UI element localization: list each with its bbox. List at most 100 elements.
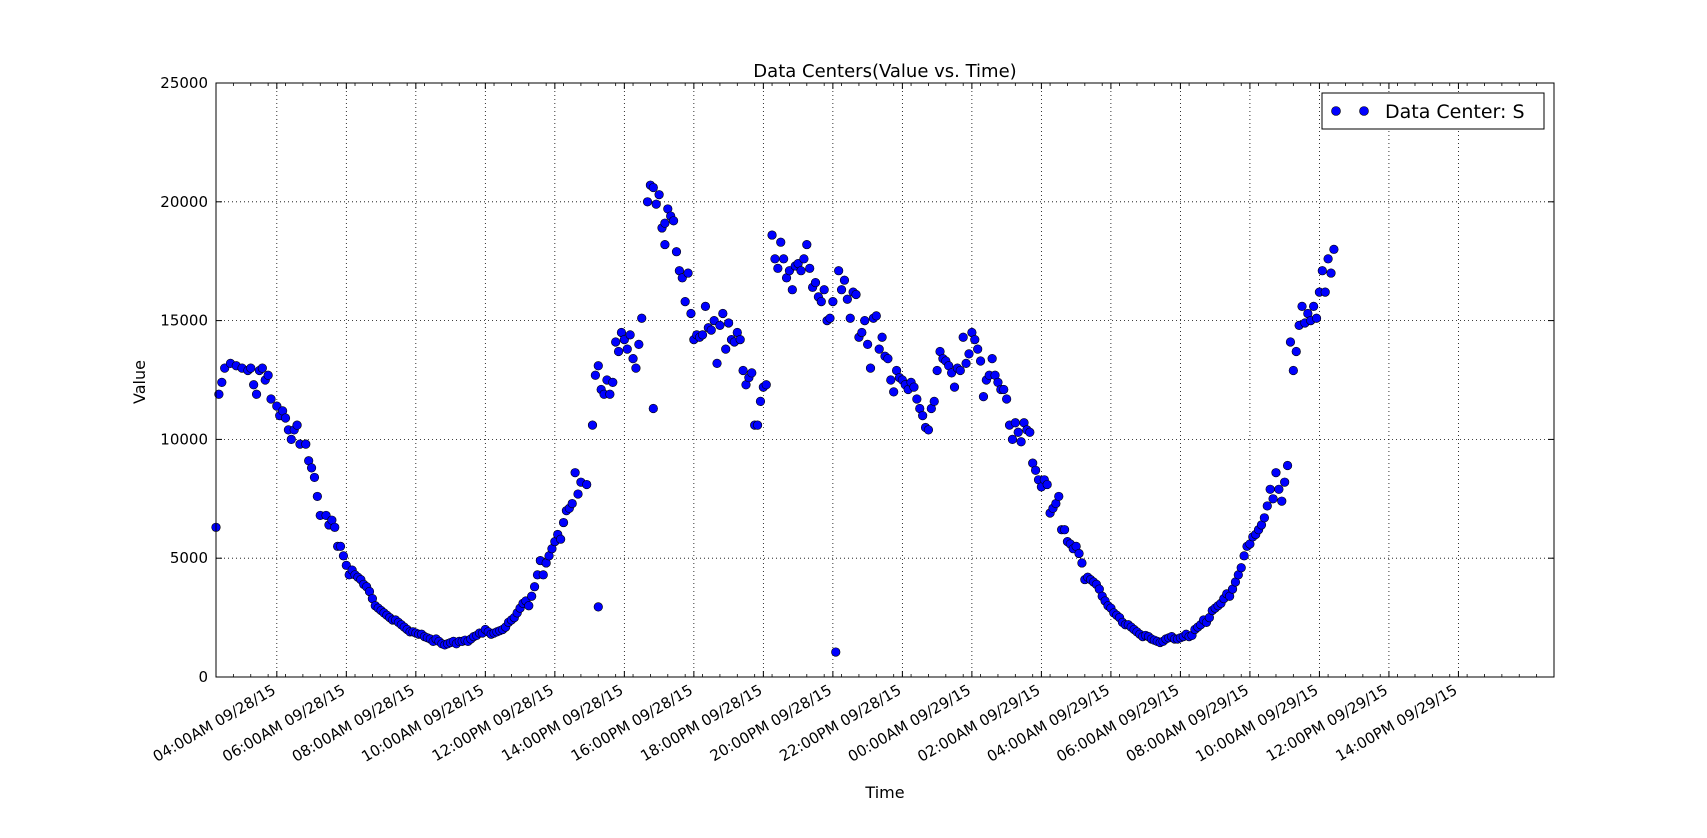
data-point <box>949 382 960 392</box>
data-point <box>802 239 812 250</box>
data-point <box>631 363 641 373</box>
data-point <box>1317 266 1327 276</box>
data-point <box>1236 563 1246 573</box>
data-point <box>918 411 928 421</box>
data-point <box>1002 394 1012 404</box>
data-point <box>1025 427 1035 437</box>
y-axis-label: Value <box>130 360 149 404</box>
data-point <box>1297 301 1307 311</box>
data-point <box>799 254 809 264</box>
data-point <box>721 344 731 354</box>
data-point <box>889 387 899 397</box>
data-point <box>1030 465 1041 475</box>
data-point <box>773 263 783 273</box>
data-point <box>266 394 276 404</box>
data-point <box>529 582 540 592</box>
data-point <box>834 266 844 276</box>
data-point <box>338 551 349 561</box>
data-point <box>1007 434 1018 445</box>
data-point <box>1329 244 1339 254</box>
data-point <box>628 354 638 364</box>
y-tick-label: 0 <box>198 668 208 686</box>
data-point <box>961 358 971 368</box>
data-point <box>642 197 653 207</box>
data-point <box>214 389 224 399</box>
data-point <box>263 370 273 380</box>
data-point <box>637 313 647 323</box>
data-point <box>1013 427 1023 437</box>
data-point <box>810 277 821 288</box>
data-point <box>761 380 771 390</box>
data-point <box>524 601 534 611</box>
y-tick-label: 10000 <box>160 430 208 448</box>
data-point <box>724 318 734 328</box>
data-point <box>987 354 997 364</box>
data-point <box>1074 548 1084 559</box>
data-point <box>752 420 763 430</box>
data-point <box>1010 418 1020 428</box>
y-axis-ticks: 0 5000 10000 15000 20000 25000 <box>160 74 1554 686</box>
data-point <box>608 377 618 387</box>
y-tick-label: 25000 <box>160 74 208 92</box>
data-point <box>874 344 884 354</box>
data-point <box>558 517 569 528</box>
data-point <box>697 330 708 340</box>
data-point <box>292 420 302 430</box>
data-point <box>1280 477 1290 487</box>
data-point <box>587 420 598 430</box>
data-point <box>978 392 989 402</box>
data-point <box>573 489 583 499</box>
data-point <box>286 434 296 445</box>
data-point <box>857 327 867 338</box>
data-point <box>1323 254 1333 264</box>
data-point <box>871 311 881 321</box>
data-point <box>527 591 537 601</box>
data-point <box>312 491 322 502</box>
grid <box>216 83 1554 677</box>
data-point <box>1277 496 1287 506</box>
data-point <box>865 363 876 373</box>
data-point <box>1262 501 1272 511</box>
x-axis-label: Time <box>864 783 904 802</box>
data-point <box>309 472 320 483</box>
legend-marker <box>1331 106 1341 116</box>
data-point <box>1291 346 1301 357</box>
data-point <box>964 349 974 359</box>
data-point <box>1311 313 1322 323</box>
data-point <box>257 363 267 373</box>
data-point <box>1239 551 1249 561</box>
data-point <box>301 439 311 449</box>
data-point <box>660 218 670 228</box>
data-point <box>845 313 855 323</box>
data-point <box>831 647 841 657</box>
data-point <box>842 294 852 304</box>
data-point <box>923 425 934 435</box>
legend-marker <box>1359 106 1369 116</box>
data-point <box>796 266 806 276</box>
data-point <box>1282 460 1293 471</box>
data-point <box>1016 437 1026 447</box>
data-point <box>932 365 942 376</box>
data-point <box>715 320 725 330</box>
data-point <box>330 522 340 532</box>
data-point <box>825 313 835 323</box>
data-point <box>648 182 658 193</box>
data-point <box>251 389 262 399</box>
legend: Data Center: S <box>1321 92 1545 130</box>
data-point <box>1268 494 1278 504</box>
data-point <box>680 296 690 307</box>
data-point <box>1309 301 1319 311</box>
data-point <box>625 330 635 340</box>
data-point <box>335 541 346 551</box>
data-point <box>755 396 766 406</box>
data-point <box>970 335 980 345</box>
data-point <box>1274 484 1284 494</box>
data-point <box>1326 268 1336 278</box>
data-point <box>735 335 745 345</box>
data-point <box>567 498 577 509</box>
data-point <box>886 375 896 385</box>
data-points <box>211 180 1339 657</box>
data-point <box>611 337 621 347</box>
data-point <box>634 339 644 349</box>
